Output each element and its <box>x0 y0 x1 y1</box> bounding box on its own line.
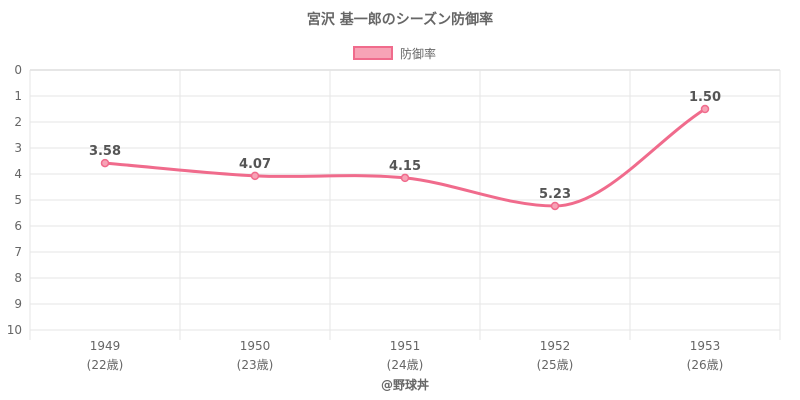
grid <box>29 69 781 340</box>
y-tick-label: 7 <box>14 245 22 259</box>
x-tick-label: 1953 <box>690 339 721 353</box>
x-tick-sublabel: (22歳) <box>87 358 124 372</box>
data-point[interactable] <box>400 173 410 183</box>
data-point[interactable] <box>250 171 260 181</box>
x-tick-label: 1952 <box>540 339 571 353</box>
footer-credit: @野球丼 <box>381 377 429 392</box>
x-tick-sublabel: (26歳) <box>687 358 724 372</box>
y-tick-label: 0 <box>14 63 22 77</box>
y-axis: 0 1 2 3 4 5 6 7 8 9 10 <box>7 63 22 337</box>
x-tick-label: 1950 <box>240 339 271 353</box>
data-label: 4.07 <box>239 157 271 172</box>
data-label: 5.23 <box>539 187 571 202</box>
data-labels: 3.58 4.07 4.15 5.23 1.50 <box>89 90 721 202</box>
y-tick-label: 9 <box>14 297 22 311</box>
x-tick-sublabel: (23歳) <box>237 358 274 372</box>
data-point[interactable] <box>550 201 560 211</box>
y-tick-label: 3 <box>14 141 22 155</box>
legend-swatch <box>353 46 393 60</box>
series-line <box>104 107 706 208</box>
y-tick-label: 5 <box>14 193 22 207</box>
y-tick-label: 4 <box>14 167 22 181</box>
y-tick-label: 6 <box>14 219 22 233</box>
legend-label: 防御率 <box>400 46 436 61</box>
chart-title: 宮沢 基一郎のシーズン防御率 <box>307 11 493 28</box>
y-tick-label: 10 <box>7 323 22 337</box>
y-tick-label: 8 <box>14 271 22 285</box>
x-tick-label: 1949 <box>90 339 121 353</box>
data-point[interactable] <box>700 104 710 114</box>
data-point[interactable] <box>100 158 110 168</box>
y-tick-label: 2 <box>14 115 22 129</box>
data-label: 4.15 <box>389 159 421 174</box>
y-tick-label: 1 <box>14 89 22 103</box>
x-tick-sublabel: (24歳) <box>387 358 424 372</box>
x-tick-label: 1951 <box>390 339 421 353</box>
x-axis: 1949 (22歳) 1950 (23歳) 1951 (24歳) 1952 (25歳) 1953… <box>87 339 724 372</box>
legend[interactable]: 防御率 <box>353 46 436 61</box>
data-label: 1.50 <box>689 90 721 105</box>
x-tick-sublabel: (25歳) <box>537 358 574 372</box>
data-label: 3.58 <box>89 144 121 159</box>
series-era <box>100 104 710 211</box>
